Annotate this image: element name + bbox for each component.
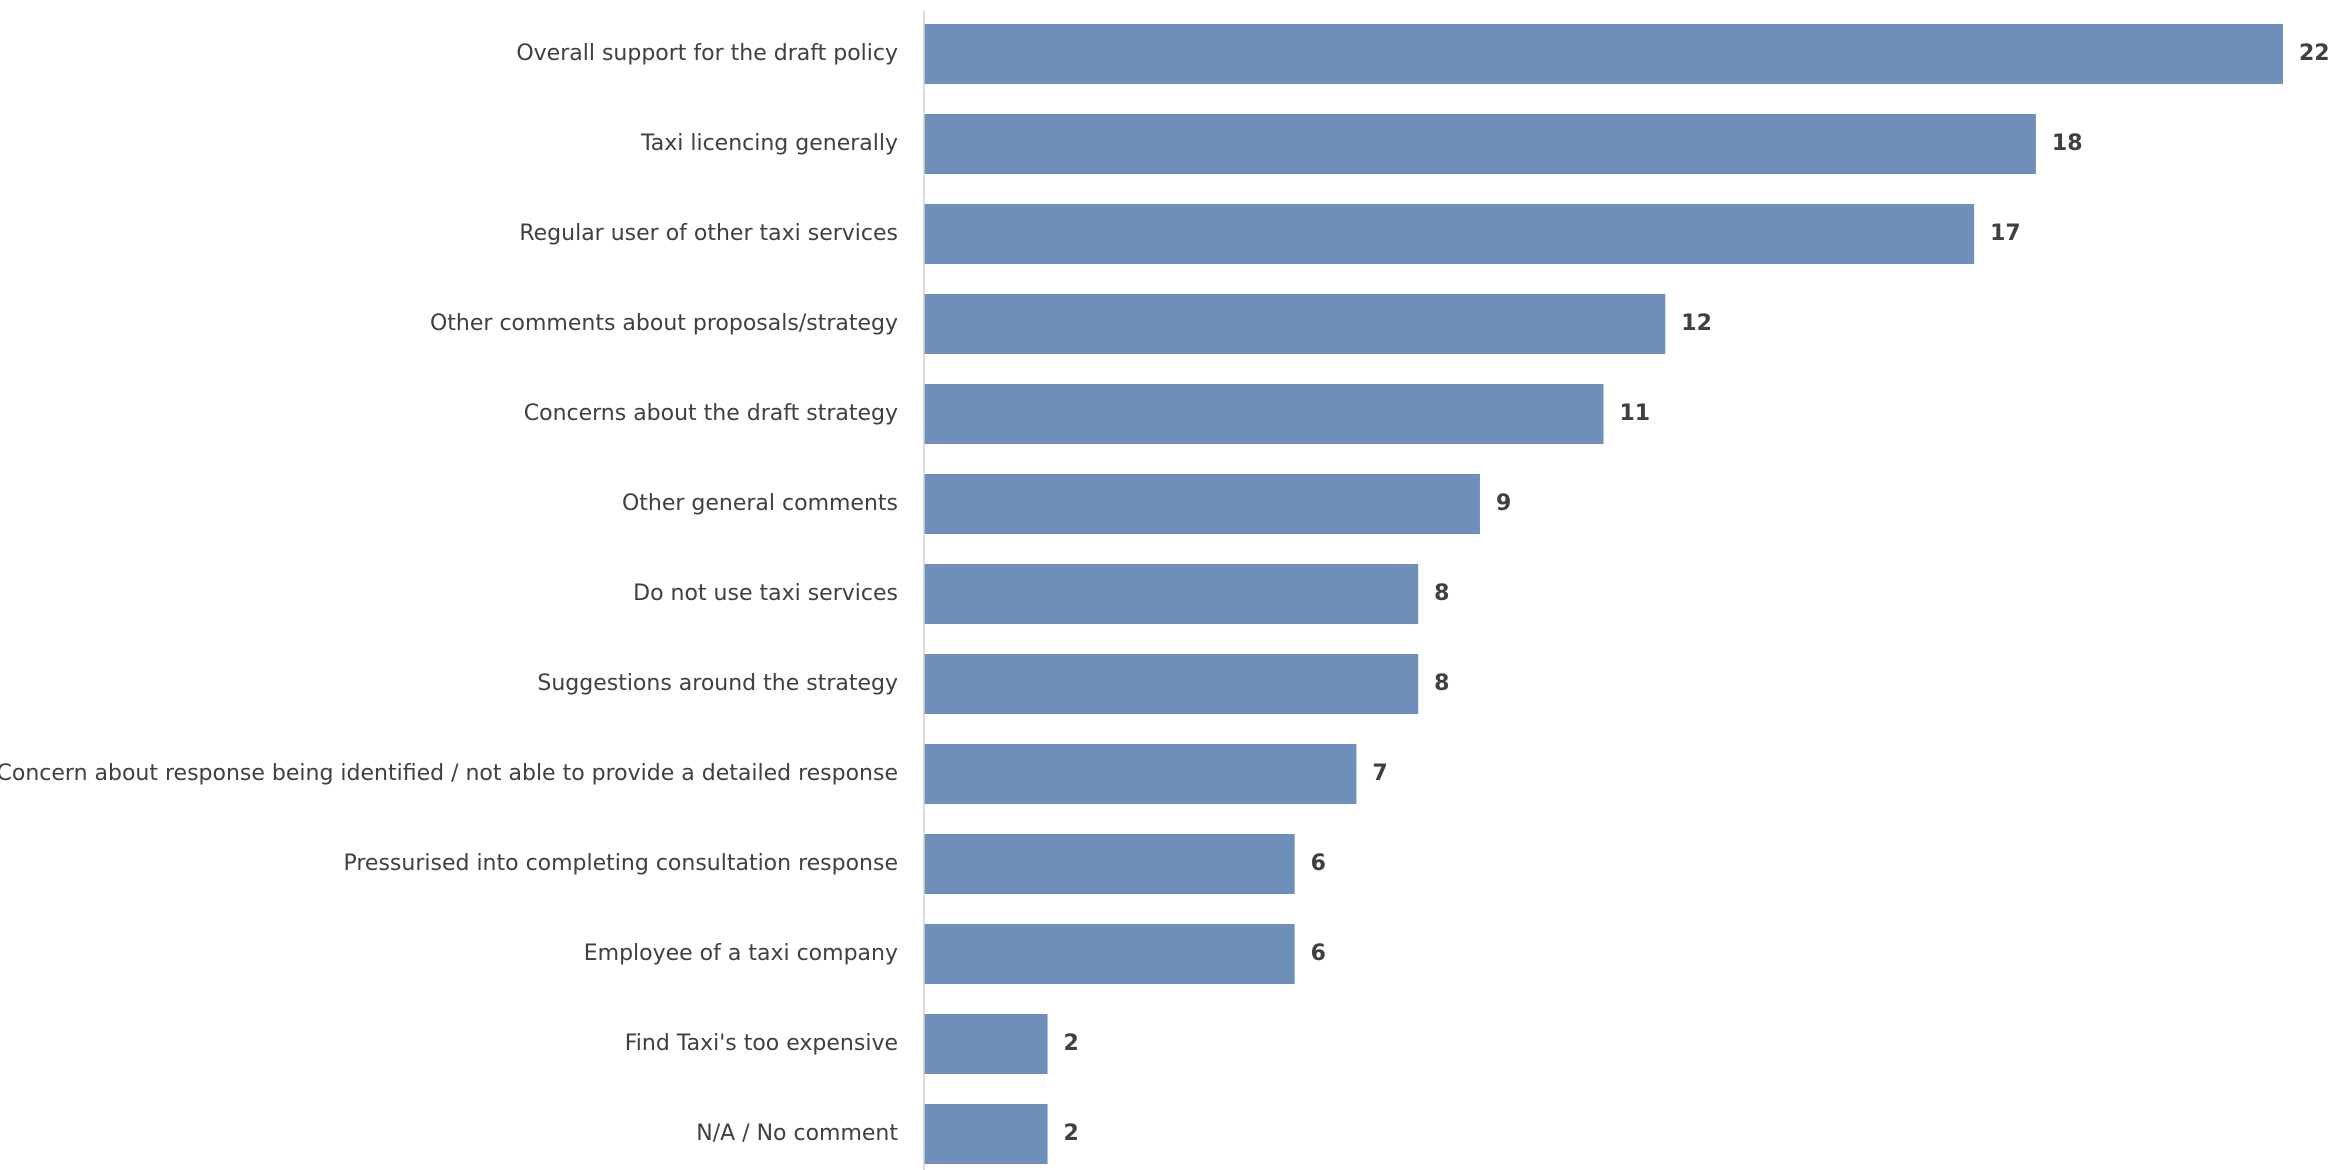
- value-label-5: 9: [1496, 491, 1511, 516]
- value-label-10: 6: [1311, 941, 1326, 966]
- category-label-7: Suggestions around the strategy: [537, 671, 898, 696]
- value-label-0: 22: [2299, 41, 2330, 66]
- category-label-2: Regular user of other taxi services: [519, 221, 898, 246]
- category-label-0: Overall support for the draft policy: [516, 41, 898, 66]
- bar-8: [924, 744, 1357, 804]
- value-label-11: 2: [1064, 1031, 1079, 1056]
- bar-3: [924, 294, 1666, 354]
- category-label-4: Concerns about the draft strategy: [524, 401, 898, 426]
- category-label-12: N/A / No comment: [696, 1121, 898, 1146]
- bar-6: [924, 564, 1419, 624]
- bar-5: [924, 474, 1480, 534]
- bar-11: [924, 1014, 1048, 1074]
- value-label-8: 7: [1372, 761, 1387, 786]
- bar-0: [924, 24, 2283, 84]
- bar-2: [924, 204, 1975, 264]
- bars-layer: [924, 24, 2283, 1164]
- bar-7: [924, 654, 1419, 714]
- bar-1: [924, 114, 2036, 174]
- value-label-12: 2: [1064, 1121, 1079, 1146]
- bar-10: [924, 924, 1295, 984]
- value-label-9: 6: [1311, 851, 1326, 876]
- value-label-1: 18: [2052, 131, 2083, 156]
- category-label-1: Taxi licencing generally: [640, 131, 898, 156]
- category-label-5: Other general comments: [622, 491, 898, 516]
- value-label-7: 8: [1434, 671, 1449, 696]
- category-label-6: Do not use taxi services: [633, 581, 898, 606]
- bar-9: [924, 834, 1295, 894]
- category-label-8: Concern about response being identified …: [0, 761, 898, 786]
- category-label-3: Other comments about proposals/strategy: [430, 311, 898, 336]
- value-label-2: 17: [1990, 221, 2021, 246]
- value-label-6: 8: [1434, 581, 1449, 606]
- bar-4: [924, 384, 1604, 444]
- value-label-3: 12: [1681, 311, 1712, 336]
- category-label-10: Employee of a taxi company: [584, 941, 898, 966]
- value-label-4: 11: [1620, 401, 1651, 426]
- category-labels-layer: Overall support for the draft policy Taxi…: [0, 41, 898, 1146]
- bar-12: [924, 1104, 1048, 1164]
- category-label-11: Find Taxi's too expensive: [625, 1031, 898, 1056]
- category-label-9: Pressurised into completing consultation…: [343, 851, 898, 876]
